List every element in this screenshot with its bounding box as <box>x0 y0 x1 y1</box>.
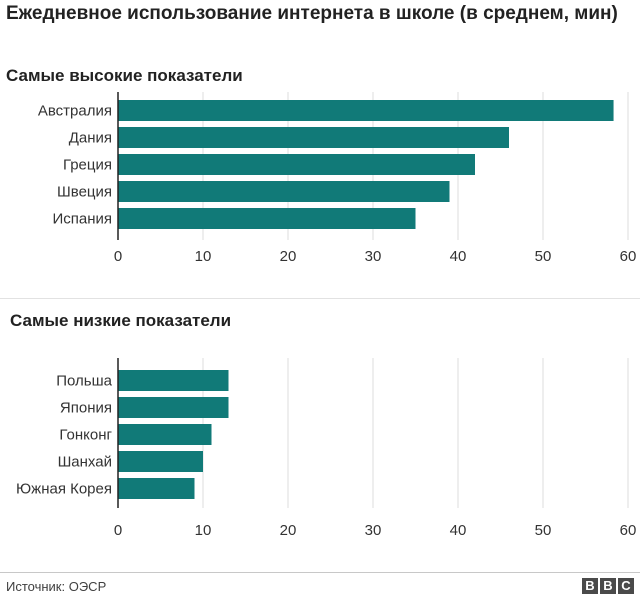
bar <box>118 100 614 121</box>
source-note: Источник: ОЭСР <box>6 579 107 594</box>
chart-bottom-lowest: Польша Япония Гонконг Шанхай Южная Корея 0 10 2… <box>16 358 637 539</box>
x-tick-label: 0 <box>114 522 122 539</box>
category-label: Греция <box>63 157 112 174</box>
category-label: Польша <box>56 373 112 390</box>
x-tick-label: 10 <box>195 522 212 539</box>
category-label: Гонконг <box>59 427 112 444</box>
x-tick-label: 60 <box>620 522 637 539</box>
chart-top-highest: Австралия Дания Греция Швеция Испания 0 10 20 30… <box>38 92 637 265</box>
bar <box>118 397 229 418</box>
category-label: Дания <box>69 130 112 147</box>
chart-1-subtitle: Самые высокие показатели <box>6 66 243 85</box>
chart-2-subtitle: Самые низкие показатели <box>10 311 232 330</box>
bar <box>118 478 195 499</box>
x-tick-label: 0 <box>114 248 122 265</box>
x-tick-label: 60 <box>620 248 637 265</box>
category-label: Шанхай <box>58 454 112 471</box>
bar <box>118 181 450 202</box>
x-tick-label: 30 <box>365 522 382 539</box>
category-label: Испания <box>52 211 112 228</box>
category-label: Австралия <box>38 103 112 120</box>
bar <box>118 424 212 445</box>
bar <box>118 154 475 175</box>
bar <box>118 127 509 148</box>
category-label: Япония <box>60 400 112 417</box>
bar <box>118 208 416 229</box>
x-tick-label: 10 <box>195 248 212 265</box>
category-label: Швеция <box>57 184 112 201</box>
bbc-logo-letter: B <box>600 578 616 594</box>
bbc-logo-letter: C <box>618 578 634 594</box>
x-tick-label: 50 <box>535 522 552 539</box>
x-tick-label: 20 <box>280 248 297 265</box>
x-tick-label: 30 <box>365 248 382 265</box>
bbc-logo-letter: B <box>582 578 598 594</box>
category-label: Южная Корея <box>16 481 112 498</box>
chart-title: Ежедневное использование интернета в шко… <box>6 3 618 24</box>
x-tick-label: 20 <box>280 522 297 539</box>
x-tick-label: 50 <box>535 248 552 265</box>
x-tick-label: 40 <box>450 248 467 265</box>
footer-divider <box>0 572 640 573</box>
bbc-logo: B B C <box>582 578 634 594</box>
bar <box>118 451 203 472</box>
bar <box>118 370 229 391</box>
x-tick-label: 40 <box>450 522 467 539</box>
section-divider <box>0 298 640 299</box>
